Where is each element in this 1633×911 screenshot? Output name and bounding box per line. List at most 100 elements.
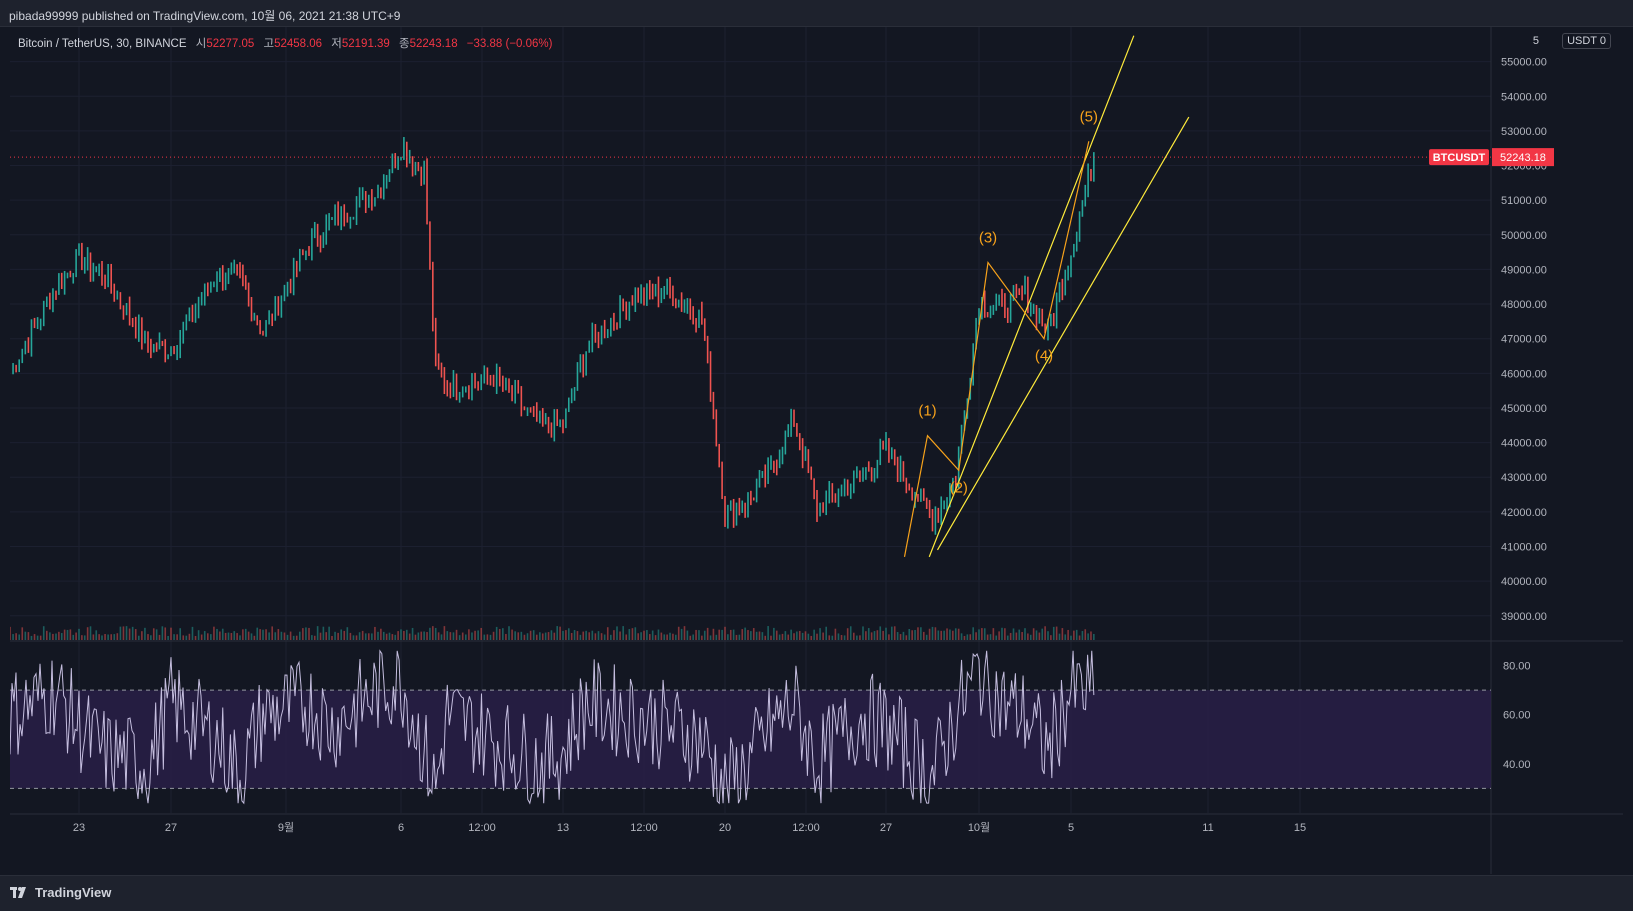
volume-bar [397, 631, 399, 640]
volume-bar [179, 628, 181, 640]
volume-bar [188, 633, 191, 640]
volume-bar [465, 634, 467, 640]
volume-bar [978, 629, 980, 640]
volume-bar [89, 626, 92, 640]
volume-bar [594, 633, 597, 640]
volume-bar [781, 633, 784, 640]
wave-label-1[interactable]: (1) [918, 403, 936, 420]
wave-label-2[interactable]: (2) [950, 479, 968, 496]
volume-bar [541, 633, 544, 640]
volume-bar [902, 631, 905, 640]
volume-bar [825, 626, 827, 640]
volume-bar [816, 633, 818, 640]
price-axis-tick: 54000.00 [1501, 91, 1547, 103]
volume-bar [414, 634, 417, 640]
volume-bar [131, 626, 134, 640]
volume-bar [908, 629, 911, 640]
volume-bar [846, 628, 849, 640]
volume-bar [207, 633, 209, 640]
volume-bar [368, 633, 370, 640]
elliott-wave-line[interactable] [903, 141, 1090, 557]
tradingview-brand: TradingView [35, 885, 112, 900]
volume-bar [514, 631, 516, 640]
volume-bar [616, 626, 618, 640]
volume-bar [778, 634, 781, 640]
volume-bar [164, 627, 167, 640]
volume-bar [498, 628, 501, 640]
volume-bar [75, 632, 77, 640]
volume-bar [311, 635, 313, 640]
volume-bar [30, 635, 33, 640]
volume-bar [429, 627, 431, 640]
volume-bar [529, 630, 532, 640]
wave-label-5[interactable]: (5) [1080, 108, 1098, 125]
volume-bar [1084, 629, 1087, 640]
volume-bar [695, 629, 697, 640]
volume-bar [840, 635, 843, 640]
wave-label-4[interactable]: (4) [1035, 348, 1053, 365]
volume-bar [474, 630, 476, 640]
price-axis-tick: 48000.00 [1501, 299, 1547, 311]
volume-bar [486, 634, 489, 640]
volume-bar [256, 627, 259, 640]
volume-bar [738, 634, 741, 640]
time-axis-label: 27 [880, 822, 892, 834]
volume-bar [862, 626, 864, 640]
volume-bar [865, 631, 867, 640]
ticker-tag-label: BTCUSDT [1433, 152, 1486, 164]
volume-bar [585, 630, 587, 640]
volume-bar [666, 634, 668, 640]
symbol-name[interactable]: Bitcoin / TetherUS, 30, BINANCE [18, 38, 187, 50]
volume-bar [167, 635, 169, 640]
time-axis-label: 5 [1068, 822, 1074, 834]
volume-bar [328, 626, 330, 640]
volume-bar [173, 634, 175, 640]
volume-bar [394, 634, 397, 640]
volume-bar [893, 626, 896, 640]
volume-bar [606, 627, 609, 640]
chart-frame[interactable]: (1) (2) (3) (4) (5) 55000.00 54000.00 53000.00 5… [10, 27, 1623, 874]
volume-bar [1075, 629, 1078, 640]
price-axis-tick: 41000.00 [1501, 541, 1547, 553]
volume-bar [158, 634, 161, 640]
volume-bar [152, 628, 155, 640]
price-axis-tick: 47000.00 [1501, 334, 1547, 346]
low-label: 저 [331, 38, 342, 50]
volume-bar [963, 635, 966, 640]
volume-bar [78, 628, 80, 640]
volume-bar [709, 635, 712, 640]
volume-bar [831, 635, 834, 640]
volume-bar [1021, 632, 1023, 640]
low-value: 52191.39 [341, 38, 390, 50]
chart-canvas[interactable]: (1) (2) (3) (4) (5) 55000.00 54000.00 53000.00 5… [10, 27, 1623, 874]
currency-button[interactable]: USDT 0 [1562, 33, 1611, 49]
volume-bar [268, 632, 270, 640]
volume-bar [98, 634, 100, 640]
volume-bar [437, 632, 440, 640]
volume-bar [55, 633, 57, 640]
volume-bar [911, 630, 913, 640]
volume-bar [689, 635, 692, 640]
volume-bar [150, 635, 152, 640]
volume-bar [937, 630, 940, 640]
channel-upper-line[interactable] [928, 35, 1135, 558]
volume-bar [101, 635, 103, 640]
volume-bar [764, 635, 767, 640]
channel-lower-line[interactable] [936, 116, 1190, 551]
wave-label-3[interactable]: (3) [979, 230, 997, 247]
volume-bar [426, 632, 428, 640]
volume-bar [236, 633, 238, 640]
volume-bar [1004, 628, 1006, 640]
volume-bar [340, 629, 342, 640]
price-axis-tick: 51000.00 [1501, 195, 1547, 207]
volume-bar [508, 626, 510, 640]
volume-bar [885, 627, 887, 640]
volume-bar [579, 634, 582, 640]
volume-bar [870, 632, 873, 640]
volume-bar [640, 632, 642, 640]
volume-bar [197, 630, 200, 640]
volume-bar [686, 630, 689, 640]
tradingview-logo[interactable]: TradingView [10, 885, 111, 900]
rsi-axis-tick: 60.00 [1503, 710, 1531, 722]
volume-bar [867, 628, 870, 640]
